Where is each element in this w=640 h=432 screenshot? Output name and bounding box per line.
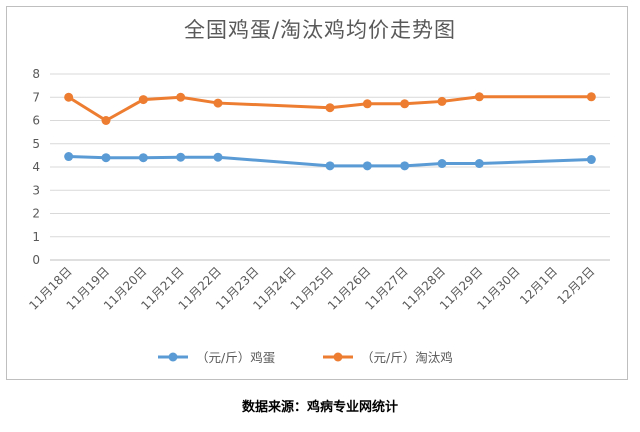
data-point [586, 155, 596, 165]
y-tick-label: 7 [32, 90, 40, 104]
x-tick-label: 12月2日 [554, 264, 597, 307]
legend-label-0: （元/斤）鸡蛋 [196, 350, 275, 365]
gridlines [50, 73, 610, 261]
y-tick-label: 3 [32, 183, 40, 197]
data-point [400, 161, 410, 171]
legend-marker-0 [168, 352, 178, 362]
y-tick-label: 2 [32, 207, 40, 221]
data-point [474, 159, 484, 169]
data-point [325, 161, 335, 171]
legend: （元/斤）鸡蛋 （元/斤）淘汰鸡 [158, 350, 453, 365]
data-point [437, 159, 447, 169]
x-tick-label: 12月1日 [517, 264, 560, 307]
chart-title: 全国鸡蛋/淘汰鸡均价走势图 [183, 18, 457, 42]
y-tick-label: 1 [32, 230, 40, 244]
data-point [101, 116, 111, 125]
y-tick-label: 5 [32, 137, 40, 151]
y-tick-label: 4 [32, 160, 40, 174]
chart-frame [6, 6, 628, 380]
legend-label-1: （元/斤）淘汰鸡 [361, 350, 453, 365]
y-tick-label: 8 [32, 67, 40, 81]
series-layer [64, 92, 596, 171]
data-point [64, 92, 74, 102]
data-point [213, 98, 223, 108]
data-point [64, 152, 74, 162]
data-point [400, 99, 410, 109]
source-note: 数据来源：鸡病专业网统计 [241, 400, 398, 415]
data-point [176, 92, 186, 102]
data-point [586, 92, 596, 102]
data-point [437, 96, 447, 106]
data-point [138, 153, 148, 163]
legend-marker-1 [333, 352, 343, 362]
y-tick-label: 0 [32, 253, 40, 267]
x-axis-ticks: 11月18日11月19日11月20日11月21日11月22日11月23日11月2… [26, 264, 597, 312]
y-axis-ticks: 0 1 2 3 4 5 6 7 8 [32, 67, 40, 267]
data-point [325, 103, 335, 113]
y-tick-label: 6 [32, 114, 40, 128]
data-point [474, 92, 484, 102]
data-point [362, 99, 372, 109]
data-point [362, 161, 372, 171]
data-point [176, 152, 186, 162]
data-point [101, 153, 111, 163]
data-point [213, 152, 223, 162]
data-point [138, 95, 148, 105]
